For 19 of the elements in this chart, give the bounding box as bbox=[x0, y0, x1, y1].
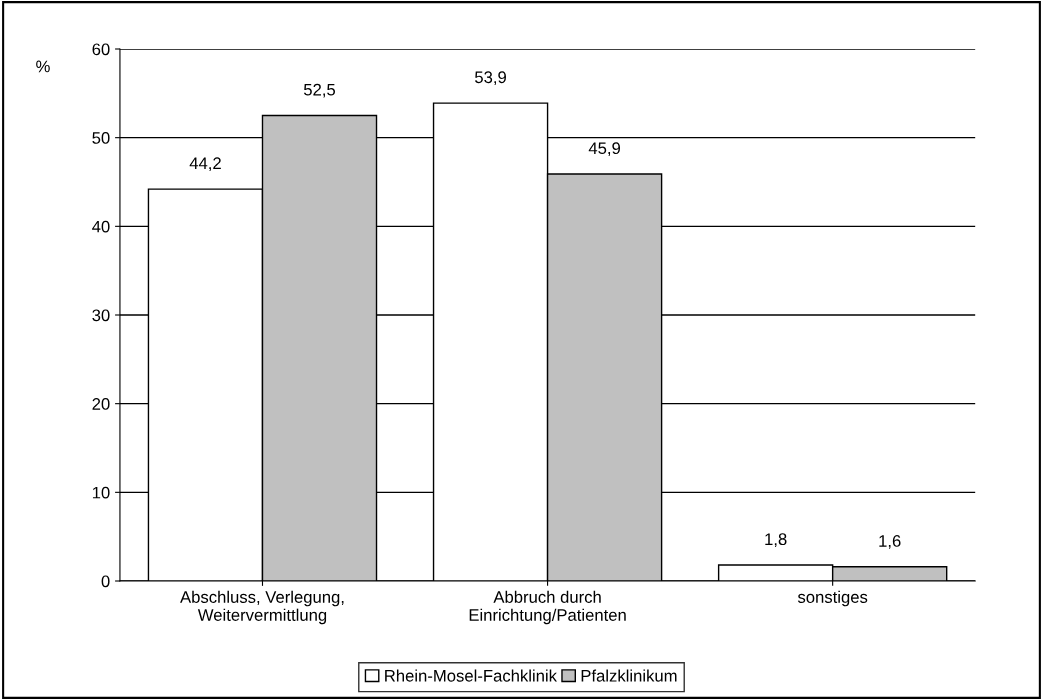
data-label: 52,5 bbox=[303, 83, 336, 98]
data-label: 44,2 bbox=[189, 157, 221, 172]
legend-label: Pfalzklinikum bbox=[581, 669, 677, 682]
data-label: 53,9 bbox=[475, 71, 506, 86]
y-tick-label: 60 bbox=[92, 43, 110, 56]
x-tick-label: sonstiges bbox=[797, 590, 868, 607]
y-tick-label: 0 bbox=[101, 575, 110, 588]
data-label: 1,6 bbox=[879, 535, 901, 549]
y-tick-label: 40 bbox=[92, 220, 110, 233]
legend-label: Rhein-Mosel-Fachklinik bbox=[385, 669, 557, 682]
y-tick-label: 50 bbox=[92, 132, 110, 144]
data-label: 45,9 bbox=[588, 142, 621, 157]
x-tick-label: Abbruch durch Einrichtung/Patienten bbox=[469, 590, 626, 625]
y-tick-label: 10 bbox=[92, 486, 110, 499]
y-tick-label: 20 bbox=[92, 398, 110, 410]
x-tick-label: Abschluss, Verlegung, Weitervermittlung bbox=[180, 590, 344, 625]
y-tick-label: 30 bbox=[92, 309, 110, 322]
y-axis-title: % bbox=[36, 60, 50, 73]
data-label: 1,8 bbox=[765, 533, 787, 548]
